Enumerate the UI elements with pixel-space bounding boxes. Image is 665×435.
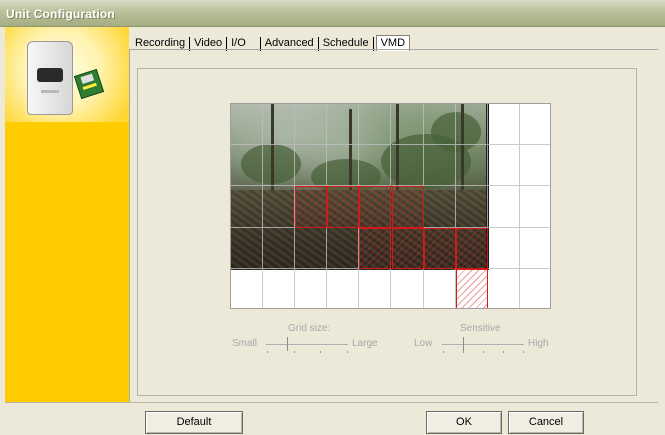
logo-panel — [5, 27, 129, 122]
motion-grid[interactable] — [231, 104, 550, 308]
grid-cell-selected[interactable] — [423, 227, 456, 269]
grid-cell[interactable] — [423, 145, 456, 187]
tab-divider — [372, 37, 374, 51]
grid-cell[interactable] — [327, 227, 360, 269]
sensitivity-track[interactable] — [442, 344, 524, 345]
tab-divider — [317, 37, 319, 51]
grid-cell[interactable] — [295, 104, 328, 146]
grid-cell[interactable] — [455, 104, 488, 146]
grid-cell[interactable] — [487, 186, 520, 228]
tab-divider — [259, 37, 261, 51]
grid-cell[interactable] — [327, 104, 360, 146]
sensitivity-min-label: Low — [414, 338, 433, 349]
sensitivity-label: Sensitive — [460, 323, 501, 334]
grid-cell[interactable] — [519, 228, 550, 269]
tab-io[interactable]: I/O — [231, 37, 246, 49]
grid-cell[interactable] — [295, 227, 328, 269]
sidebar — [5, 27, 129, 402]
tab-vmd[interactable]: VMD — [375, 35, 411, 51]
window-title: Unit Configuration — [6, 7, 115, 21]
grid-cell[interactable] — [327, 145, 360, 187]
grid-cell-selected[interactable] — [391, 186, 424, 228]
grid-cell[interactable] — [391, 104, 424, 146]
tab-content-area — [129, 49, 658, 402]
grid-size-max-label: Large — [352, 338, 378, 349]
grid-cell-selected[interactable] — [295, 186, 328, 228]
grid-cell-selected[interactable] — [359, 227, 392, 269]
grid-cell[interactable] — [231, 227, 264, 269]
grid-size-label: Grid size: — [288, 323, 331, 334]
grid-cell[interactable] — [487, 227, 520, 269]
grid-cell[interactable] — [391, 145, 424, 187]
tab-schedule[interactable]: Schedule — [322, 37, 369, 49]
grid-cell-selected[interactable] — [327, 186, 360, 228]
motion-detection-video — [230, 103, 551, 309]
grid-cell[interactable] — [455, 145, 488, 187]
grid-cell[interactable] — [487, 145, 520, 187]
grid-cell[interactable] — [519, 145, 550, 187]
lens-icon — [37, 68, 63, 82]
grid-cell[interactable] — [231, 186, 264, 228]
title-bar: Unit Configuration — [0, 0, 665, 27]
grid-cell[interactable] — [295, 145, 328, 187]
grid-cell[interactable] — [455, 186, 488, 228]
grid-cell[interactable] — [520, 269, 550, 308]
grid-cell[interactable] — [359, 145, 392, 187]
grid-cell[interactable] — [519, 186, 550, 228]
grid-cell-selected[interactable] — [359, 186, 392, 228]
grid-cell[interactable] — [519, 104, 550, 146]
grid-cell[interactable] — [392, 268, 424, 308]
device-vent-icon — [41, 90, 59, 93]
grid-size-track[interactable] — [266, 344, 348, 345]
dialog-button-bar: Default OK Cancel — [5, 402, 658, 435]
grid-cell[interactable] — [231, 268, 264, 308]
grid-cell[interactable] — [423, 186, 456, 228]
tab-recording[interactable]: Recording — [135, 37, 186, 49]
default-button[interactable]: Default — [145, 411, 243, 434]
sensitivity-max-label: High — [528, 338, 549, 349]
cancel-button[interactable]: Cancel — [508, 411, 584, 434]
grid-cell[interactable] — [424, 268, 456, 308]
tab-strip: Recording Video I/O Advanced Schedule VM… — [133, 33, 411, 51]
grid-cell[interactable] — [231, 145, 264, 187]
grid-cell[interactable] — [327, 268, 360, 308]
grid-cell-selected[interactable] — [455, 227, 488, 269]
grid-cell[interactable] — [295, 268, 328, 308]
ok-button[interactable]: OK — [426, 411, 502, 434]
grid-size-slider-thumb[interactable] — [286, 337, 288, 351]
grid-cell[interactable] — [487, 104, 520, 146]
grid-cell-selected[interactable] — [455, 268, 488, 308]
grid-cell[interactable] — [263, 227, 296, 269]
tab-divider — [189, 37, 191, 51]
grid-cell[interactable] — [263, 186, 296, 228]
disk-label-icon — [82, 82, 97, 90]
grid-cell[interactable] — [488, 268, 520, 308]
grid-cell[interactable] — [423, 104, 456, 146]
tab-video[interactable]: Video — [194, 37, 223, 49]
grid-cell[interactable] — [263, 145, 296, 187]
grid-size-min-label: Small — [232, 338, 258, 349]
camera-device-icon — [27, 41, 73, 115]
disk-shutter-icon — [80, 73, 95, 84]
vmd-panel — [137, 68, 637, 396]
grid-cell[interactable] — [359, 268, 392, 308]
tab-divider — [226, 37, 228, 51]
grid-cell[interactable] — [263, 268, 296, 308]
grid-cell[interactable] — [263, 104, 296, 146]
grid-cell[interactable] — [359, 104, 392, 146]
grid-cell[interactable] — [231, 104, 264, 146]
sensitivity-slider-thumb[interactable] — [462, 337, 464, 351]
tab-advanced[interactable]: Advanced — [264, 37, 314, 49]
floppy-disk-icon — [73, 68, 105, 100]
grid-cell-selected[interactable] — [391, 227, 424, 269]
